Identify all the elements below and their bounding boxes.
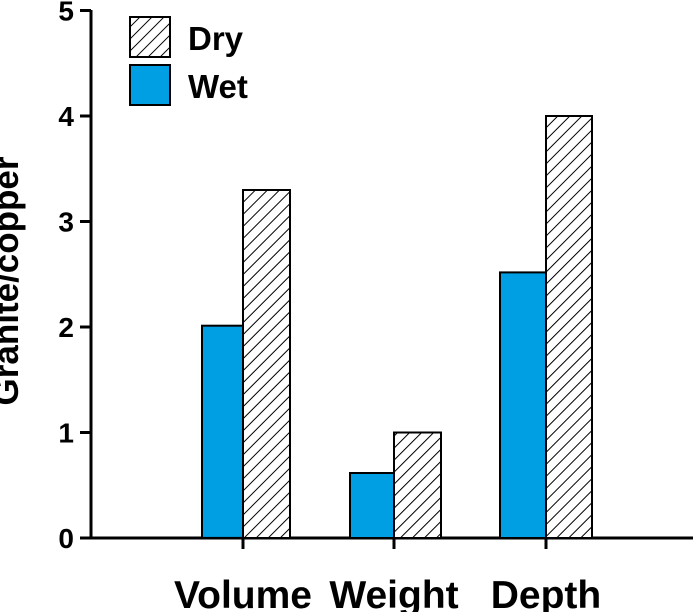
svg-text:3: 3 bbox=[58, 207, 74, 238]
svg-text:5: 5 bbox=[58, 0, 74, 27]
svg-text:2: 2 bbox=[58, 312, 74, 343]
svg-text:Weight: Weight bbox=[329, 574, 458, 612]
svg-text:1: 1 bbox=[58, 418, 74, 449]
svg-text:4: 4 bbox=[58, 101, 74, 132]
svg-text:Volume: Volume bbox=[174, 574, 312, 612]
svg-text:Dry: Dry bbox=[188, 20, 244, 57]
svg-text:Wet: Wet bbox=[188, 68, 248, 105]
svg-text:Depth: Depth bbox=[491, 574, 602, 612]
svg-text:Granite/copper: Granite/copper bbox=[0, 156, 26, 405]
svg-text:0: 0 bbox=[58, 523, 74, 554]
